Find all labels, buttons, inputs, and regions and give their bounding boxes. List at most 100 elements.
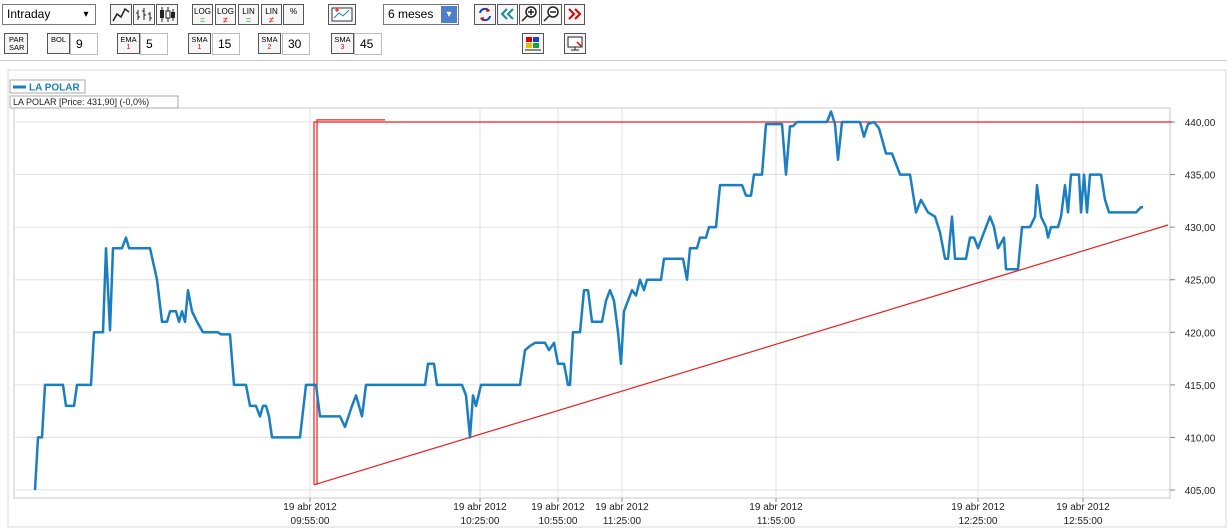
icon	[112, 7, 130, 22]
y-tick-label: 430,00	[1185, 223, 1216, 234]
range-select[interactable]: 6 meses ▾	[383, 4, 459, 25]
bar-chart-button[interactable]	[133, 4, 155, 25]
scale-button[interactable]: %	[283, 4, 304, 25]
export-button[interactable]	[564, 33, 586, 54]
x-tick-label: 19 abr 2012 11:55:00	[749, 502, 803, 527]
legend	[9, 79, 86, 94]
y-tick-label: 425,00	[1185, 276, 1216, 287]
scale-button[interactable]: LIN =	[238, 4, 259, 25]
x-tick-label-line: 12:55:00	[1064, 516, 1103, 527]
indicator-button[interactable]: BOL	[47, 33, 70, 54]
x-tick-label: 19 abr 2012 12:55:00	[1056, 502, 1110, 527]
price-info: LA POLAR [Price: 431,90] (-0,0%)	[13, 97, 149, 107]
indicator-label: SMA	[191, 35, 208, 44]
icon	[543, 6, 559, 22]
icon	[525, 37, 541, 51]
indicator-button[interactable]: SMA 2	[258, 33, 281, 54]
back-button[interactable]	[497, 4, 518, 25]
indicator-label: EMA	[120, 35, 137, 44]
x-tick-label-line: 19 abr 2012	[453, 502, 507, 513]
trend-line	[316, 119, 385, 485]
line-chart-button[interactable]	[110, 4, 132, 25]
icon	[567, 36, 583, 51]
forward-button[interactable]	[564, 4, 585, 25]
x-tick-label: 19 abr 2012 10:55:00	[531, 502, 585, 527]
scale-button-mark: ≠	[223, 15, 228, 25]
x-tick-label: 19 abr 2012 10:25:00	[453, 502, 507, 527]
plot-area	[13, 107, 1171, 499]
trend-line	[313, 224, 1169, 486]
candle-chart-button[interactable]	[156, 4, 178, 25]
interval-value: Intraday	[7, 7, 51, 21]
y-tick-label: 415,00	[1185, 381, 1216, 392]
icon	[568, 8, 582, 20]
y-tick-label: 405,00	[1185, 486, 1216, 497]
x-tick-label-line: 19 abr 2012	[951, 502, 1005, 513]
icon	[136, 8, 152, 21]
legend-label: LA POLAR	[29, 83, 81, 94]
y-tick-label: 435,00	[1185, 171, 1216, 182]
interval-select[interactable]: Intraday ▾	[2, 4, 96, 25]
indicator-label: PAR SAR	[9, 35, 25, 52]
y-tick-label: 440,00	[1185, 118, 1216, 129]
x-tick-label-line: 19 abr 2012	[595, 502, 649, 513]
x-tick-label: 19 abr 2012 09:55:00	[283, 502, 337, 527]
icon	[479, 7, 491, 22]
indicator-input[interactable]: 45	[354, 33, 382, 55]
indicator-button[interactable]: SMA 3	[331, 33, 354, 54]
info-box	[9, 95, 179, 109]
indicator-index: 1	[126, 44, 131, 51]
icon	[500, 8, 514, 20]
scale-button-label: LIN	[242, 7, 255, 16]
dropdown-arrow: ▾	[441, 6, 457, 23]
scale-button[interactable]: LOG ≠	[215, 4, 236, 25]
indicator-input[interactable]: 30	[282, 33, 310, 55]
indicator-button[interactable]: SMA 1	[188, 33, 211, 54]
y-tick-label: 420,00	[1185, 328, 1216, 339]
x-tick-label-line: 12:25:00	[959, 516, 998, 527]
zoom-out-button[interactable]	[541, 4, 562, 25]
price-line	[33, 110, 1143, 491]
range-value: 6 meses	[388, 7, 434, 21]
x-tick-label-line: 09:55:00	[291, 516, 330, 527]
color-settings-button[interactable]	[522, 33, 544, 54]
indicator-input[interactable]: 5	[140, 33, 168, 55]
indicator-input[interactable]: 15	[212, 33, 240, 55]
x-tick-label-line: 19 abr 2012	[1056, 502, 1110, 513]
trend-line	[313, 121, 1172, 485]
dropdown-arrow: ▾	[83, 9, 89, 20]
indicator-label: BOL	[50, 35, 66, 44]
x-tick-label-line: 19 abr 2012	[283, 502, 337, 513]
scale-button-label: LOG	[194, 7, 211, 16]
icon	[331, 7, 353, 22]
indicator-index: 2	[267, 44, 272, 51]
indicator-button[interactable]: PAR SAR	[4, 33, 28, 54]
toolbar-separator	[0, 60, 1227, 61]
indicator-index: 1	[197, 44, 202, 51]
y-tick-label: 410,00	[1185, 433, 1216, 444]
x-tick-label-line: 11:55:00	[757, 516, 796, 527]
x-tick-label: 19 abr 2012 12:25:00	[951, 502, 1005, 527]
refresh-button[interactable]	[474, 4, 496, 25]
indicator-input[interactable]: 9	[70, 33, 98, 55]
x-tick-label-line: 11:25:00	[603, 516, 642, 527]
scale-button-mark: =	[245, 15, 252, 25]
x-tick-label-line: 19 abr 2012	[749, 502, 803, 513]
x-tick-label-line: 10:25:00	[461, 516, 500, 527]
scale-button[interactable]: LIN ≠	[261, 4, 282, 25]
x-tick-label-line: 10:55:00	[539, 516, 578, 527]
scale-button-label: LOG	[217, 7, 234, 16]
chart-settings-button[interactable]	[328, 4, 356, 25]
icon	[160, 7, 175, 22]
indicator-label: SMA	[334, 35, 351, 44]
zoom-in-button[interactable]	[519, 4, 540, 25]
scale-button-label: LIN	[265, 7, 278, 16]
x-tick-label-line: 19 abr 2012	[531, 502, 585, 513]
scale-button[interactable]: LOG =	[192, 4, 213, 25]
x-tick-label: 19 abr 2012 11:25:00	[595, 502, 649, 527]
scale-button-label: %	[289, 7, 298, 16]
indicator-index: 3	[340, 44, 345, 51]
indicator-button[interactable]: EMA 1	[117, 33, 140, 54]
